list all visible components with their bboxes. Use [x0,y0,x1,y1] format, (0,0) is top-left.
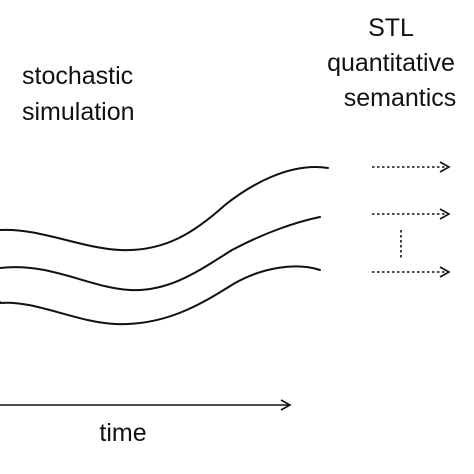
stl-label: STL [368,14,414,42]
trajectory-2 [0,216,321,292]
simulation-label: simulation [22,98,135,126]
time-label: time [99,419,146,447]
dotted-arrow-1-head [439,161,451,173]
trajectory-3 [0,265,321,326]
dotted-arrow-3-head [439,266,451,278]
semantics-label: semantics [344,84,457,112]
trajectory-1 [0,166,329,252]
stochastic-label: stochastic [22,62,133,90]
quantitative-label: quantitative [327,49,455,77]
dotted-arrow-2-head [439,208,451,220]
time-axis-arrowhead [280,399,292,411]
